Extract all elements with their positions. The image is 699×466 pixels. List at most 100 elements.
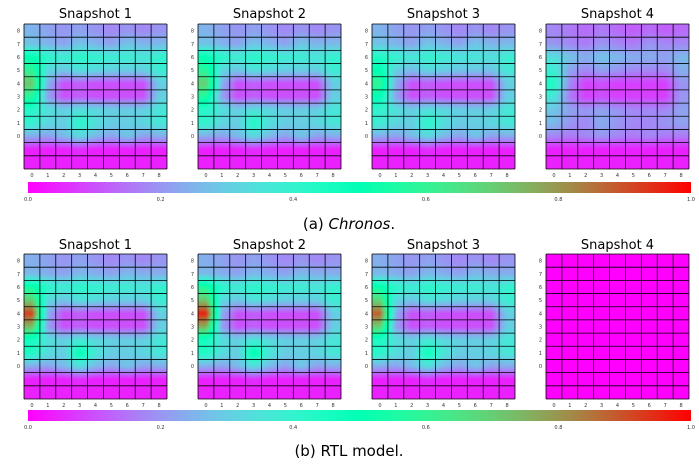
x-tick-label: 7 xyxy=(490,403,493,409)
x-tick-label: 8 xyxy=(331,173,334,179)
colorbar-a: 0.0 0.2 0.4 0.6 0.8 1.0 xyxy=(24,182,695,203)
colorbar-tick-label: 0.8 xyxy=(554,425,562,431)
colorbar-gradient xyxy=(28,410,691,421)
colorbar-tick-label: 0.0 xyxy=(24,197,32,203)
y-tick-label: 4 xyxy=(539,81,542,87)
heatmap-grid xyxy=(545,253,690,400)
y-tick-label: 3 xyxy=(17,95,20,101)
x-tick-label: 7 xyxy=(316,173,319,179)
y-tick-label: 1 xyxy=(191,121,194,127)
y-tick-label: 5 xyxy=(191,298,194,304)
colorbar-tick-label: 1.0 xyxy=(687,197,695,203)
y-tick-label: 5 xyxy=(17,68,20,74)
snapshot-title: Snapshot 1 xyxy=(59,7,132,22)
colorbar-tick-label: 0.6 xyxy=(422,425,430,431)
y-tick-label: 4 xyxy=(191,311,194,317)
y-tick-label: 5 xyxy=(365,298,368,304)
x-tick-label: 1 xyxy=(568,403,571,409)
y-tick-label: 1 xyxy=(539,121,542,127)
y-tick-label: 5 xyxy=(539,298,542,304)
x-tick-label: 8 xyxy=(505,403,508,409)
heatmap-a-snapshot-4: Snapshot 4 0 1 2 3 4 5 6 7 8 8 7 6 5 4 3 2 1 0 xyxy=(539,7,690,179)
y-tick-label: 8 xyxy=(365,29,368,35)
x-tick-label: 7 xyxy=(142,403,145,409)
x-tick-label: 7 xyxy=(142,173,145,179)
y-tick-label: 6 xyxy=(365,55,368,61)
colorbar-tick-label: 1.0 xyxy=(687,425,695,431)
heatmap-image xyxy=(24,24,167,169)
heatmap-b-snapshot-1: Snapshot 1 0 1 2 3 4 5 6 7 8 8 7 6 5 4 3 2 1 0 xyxy=(17,238,168,409)
snapshot-title: Snapshot 4 xyxy=(581,238,654,253)
x-tick-label: 2 xyxy=(410,173,413,179)
y-tick-label: 8 xyxy=(17,29,20,35)
heatmap-grid xyxy=(545,23,690,170)
x-tick-label: 2 xyxy=(410,403,413,409)
x-tick-label: 3 xyxy=(78,403,81,409)
colorbar-b: 0.0 0.2 0.4 0.6 0.8 1.0 xyxy=(24,410,695,431)
x-tick-label: 7 xyxy=(664,173,667,179)
x-tick-label: 3 xyxy=(426,403,429,409)
colorbar-tick-label: 0.0 xyxy=(24,425,32,431)
y-tick-label: 6 xyxy=(17,285,20,291)
heatmap-image xyxy=(198,254,341,399)
heatmap-image xyxy=(198,24,341,169)
colorbar-tick-label: 0.2 xyxy=(157,197,165,203)
y-tick-label: 4 xyxy=(365,81,368,87)
colorbar-tick-label: 0.8 xyxy=(554,197,562,203)
x-tick-label: 6 xyxy=(300,173,303,179)
snapshot-title: Snapshot 2 xyxy=(233,7,306,22)
x-tick-label: 2 xyxy=(584,173,587,179)
heatmap-grid xyxy=(371,253,516,400)
y-tick-label: 5 xyxy=(191,68,194,74)
y-tick-label: 2 xyxy=(365,108,368,114)
heatmap-grid xyxy=(23,253,168,400)
x-tick-label: 5 xyxy=(458,173,461,179)
y-tick-label: 5 xyxy=(17,298,20,304)
heatmap-grid xyxy=(197,23,342,170)
x-tick-label: 0 xyxy=(30,173,33,179)
x-tick-label: 8 xyxy=(157,403,160,409)
y-tick-label: 6 xyxy=(365,285,368,291)
x-tick-label: 2 xyxy=(584,403,587,409)
x-tick-label: 1 xyxy=(394,403,397,409)
y-tick-label: 7 xyxy=(17,42,20,48)
snapshot-title: Snapshot 2 xyxy=(233,238,306,253)
heatmap-grid xyxy=(23,23,168,170)
x-tick-label: 5 xyxy=(110,403,113,409)
y-tick-label: 4 xyxy=(17,311,20,317)
x-tick-label: 7 xyxy=(316,403,319,409)
x-tick-label: 3 xyxy=(600,173,603,179)
y-tick-label: 8 xyxy=(17,259,20,265)
y-tick-label: 4 xyxy=(17,81,20,87)
heatmap-image xyxy=(372,24,515,169)
x-tick-label: 3 xyxy=(78,173,81,179)
y-tick-label: 6 xyxy=(17,55,20,61)
x-tick-label: 4 xyxy=(616,403,619,409)
y-tick-label: 6 xyxy=(191,55,194,61)
x-tick-label: 1 xyxy=(568,173,571,179)
x-tick-label: 1 xyxy=(394,173,397,179)
x-tick-label: 1 xyxy=(46,173,49,179)
y-tick-label: 7 xyxy=(17,272,20,278)
colorbar-tick-label: 0.4 xyxy=(289,425,297,431)
y-tick-label: 4 xyxy=(539,311,542,317)
panel-caption: (a) Chronos. xyxy=(303,215,395,233)
y-tick-label: 8 xyxy=(191,259,194,265)
x-tick-label: 5 xyxy=(458,403,461,409)
y-tick-label: 3 xyxy=(365,325,368,331)
y-tick-label: 6 xyxy=(539,285,542,291)
snapshot-title: Snapshot 1 xyxy=(59,238,132,253)
x-tick-label: 0 xyxy=(204,403,207,409)
y-tick-label: 7 xyxy=(365,272,368,278)
panel-caption: (b) RTL model. xyxy=(294,442,403,460)
x-tick-label: 6 xyxy=(300,403,303,409)
y-tick-label: 3 xyxy=(539,95,542,101)
x-tick-label: 3 xyxy=(252,403,255,409)
y-tick-label: 1 xyxy=(17,351,20,357)
y-tick-label: 4 xyxy=(365,311,368,317)
x-tick-label: 0 xyxy=(378,173,381,179)
y-tick-label: 2 xyxy=(539,108,542,114)
colorbar-tick-label: 0.4 xyxy=(289,197,297,203)
heatmap-b-snapshot-4: Snapshot 4 0 1 2 3 4 5 6 7 8 8 7 6 5 4 3 2 1 0 xyxy=(539,238,690,409)
x-tick-label: 8 xyxy=(679,403,682,409)
